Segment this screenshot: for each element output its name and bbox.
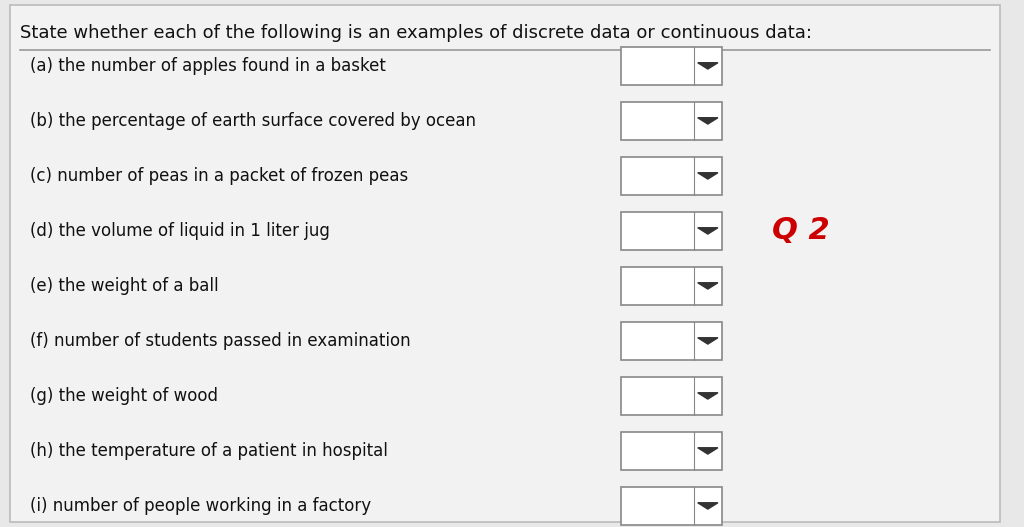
Polygon shape — [697, 173, 718, 179]
Bar — [621, 432, 722, 470]
Polygon shape — [697, 393, 718, 399]
Polygon shape — [697, 448, 718, 454]
Bar — [621, 212, 722, 250]
Bar — [621, 47, 722, 85]
Polygon shape — [697, 228, 718, 234]
Bar — [621, 157, 722, 195]
Text: (c) number of peas in a packet of frozen peas: (c) number of peas in a packet of frozen… — [31, 167, 409, 185]
Bar — [621, 102, 722, 140]
Text: (i) number of people working in a factory: (i) number of people working in a factor… — [31, 497, 372, 515]
Text: Q 2: Q 2 — [772, 217, 830, 246]
Polygon shape — [697, 503, 718, 509]
Polygon shape — [697, 338, 718, 344]
Text: (b) the percentage of earth surface covered by ocean: (b) the percentage of earth surface cove… — [31, 112, 476, 130]
Text: State whether each of the following is an examples of discrete data or continuou: State whether each of the following is a… — [20, 24, 812, 42]
Bar — [621, 267, 722, 305]
Polygon shape — [697, 63, 718, 69]
Bar — [621, 487, 722, 525]
Text: (a) the number of apples found in a basket: (a) the number of apples found in a bask… — [31, 57, 386, 75]
Text: (h) the temperature of a patient in hospital: (h) the temperature of a patient in hosp… — [31, 442, 388, 460]
Text: (d) the volume of liquid in 1 liter jug: (d) the volume of liquid in 1 liter jug — [31, 222, 330, 240]
Polygon shape — [697, 118, 718, 124]
Bar — [621, 377, 722, 415]
Text: (f) number of students passed in examination: (f) number of students passed in examina… — [31, 332, 411, 350]
Text: (e) the weight of a ball: (e) the weight of a ball — [31, 277, 219, 295]
Text: (g) the weight of wood: (g) the weight of wood — [31, 387, 218, 405]
Bar — [621, 321, 722, 360]
Polygon shape — [697, 282, 718, 289]
